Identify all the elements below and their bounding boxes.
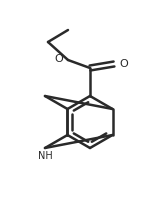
Text: O: O [54,54,63,64]
Text: NH: NH [38,151,52,161]
Text: O: O [119,59,128,69]
